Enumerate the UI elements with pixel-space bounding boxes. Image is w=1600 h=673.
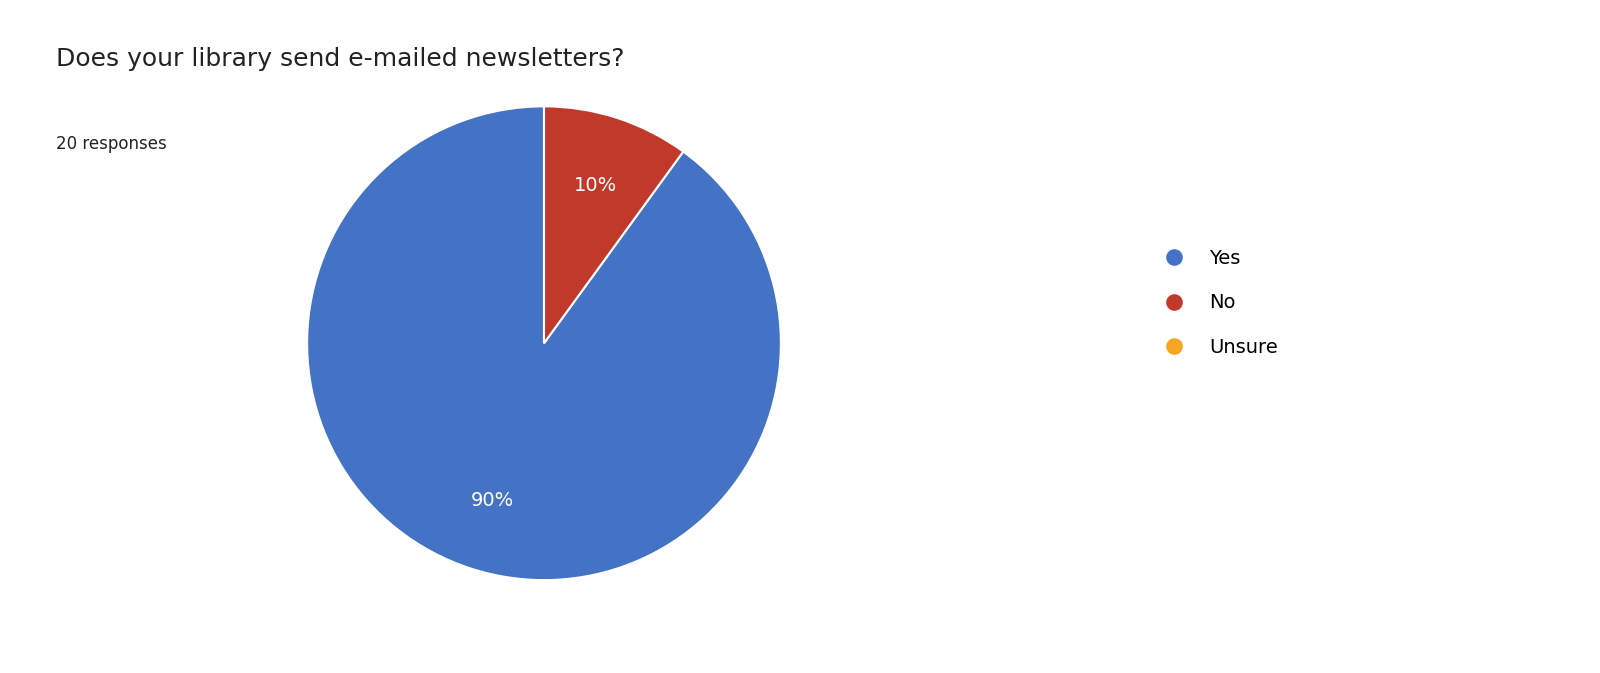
Text: Does your library send e-mailed newsletters?: Does your library send e-mailed newslett… bbox=[56, 47, 624, 71]
Text: 10%: 10% bbox=[574, 176, 618, 195]
Wedge shape bbox=[544, 106, 683, 343]
Wedge shape bbox=[307, 106, 781, 580]
Text: 90%: 90% bbox=[470, 491, 514, 510]
Text: 20 responses: 20 responses bbox=[56, 135, 166, 153]
Legend: Yes, No, Unsure: Yes, No, Unsure bbox=[1155, 249, 1277, 357]
